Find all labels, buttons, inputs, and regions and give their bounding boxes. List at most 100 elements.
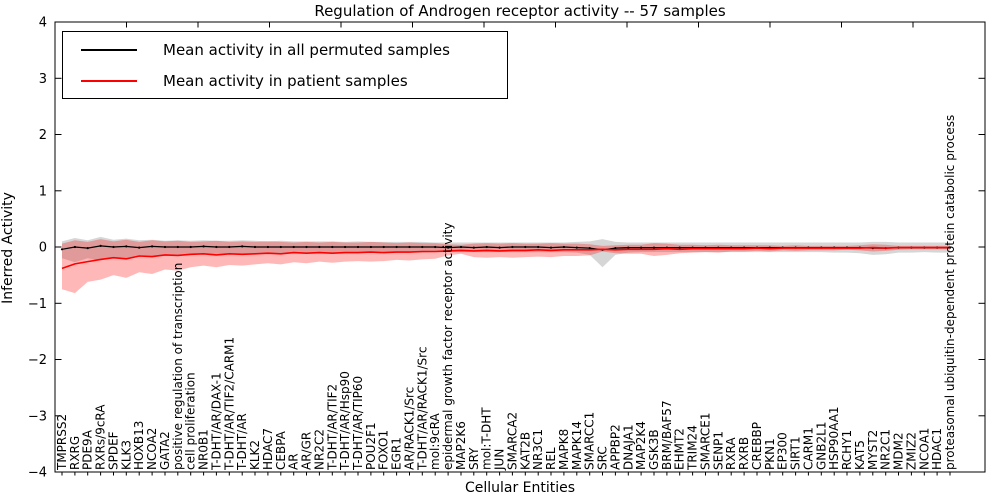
x-axis-label: RXRA	[724, 437, 738, 470]
x-axis-label: JUN	[493, 449, 507, 471]
x-axis-label: NR2C1	[879, 429, 893, 470]
chart-title: Regulation of Androgen receptor activity…	[314, 2, 726, 20]
legend-entry-permuted: Mean activity in all permuted samples	[63, 34, 507, 65]
y-axis-tick-label: −4	[28, 466, 47, 481]
x-axis-label: EHMT2	[673, 428, 687, 470]
x-axis-label: MAPK14	[570, 421, 584, 470]
legend-entry-label: Mean activity in patient samples	[163, 71, 408, 90]
x-axis-label: REL	[544, 447, 558, 470]
x-axis-label: cell proliferation	[184, 372, 198, 470]
series-marker-permuted	[614, 247, 617, 250]
x-axis-label: SPDEF	[107, 431, 121, 470]
series-marker-permuted	[524, 245, 527, 249]
series-marker-permuted	[421, 245, 424, 249]
x-axis-label: AR/GR	[300, 432, 314, 470]
x-axis-label: HSP90AA1	[827, 406, 841, 470]
x-axis-label: TRIM24	[686, 425, 700, 471]
legend-entry-patient: Mean activity in patient samples	[63, 65, 507, 96]
x-axis-label: SMARCC1	[583, 412, 597, 470]
series-marker-permuted	[549, 246, 553, 249]
y-axis-tick-label: 1	[39, 184, 47, 199]
x-axis-label: BRM/BAF57	[660, 400, 674, 470]
series-marker-permuted	[369, 245, 372, 249]
x-axis-label: NR3C1	[531, 429, 545, 470]
x-axis-label: MAP2K4	[634, 421, 648, 470]
legend-line-sample-patient	[81, 79, 137, 82]
series-marker-permuted	[151, 245, 154, 248]
x-axis-label: mol:9cRA	[428, 413, 442, 470]
series-marker-permuted	[356, 245, 360, 249]
x-axis-label: APPBP2	[608, 424, 622, 470]
x-axis-label: RCHY1	[840, 430, 854, 470]
series-marker-permuted	[344, 245, 347, 249]
series-marker-permuted	[472, 246, 475, 249]
x-axis-label: HOXB13	[132, 421, 146, 470]
x-axis-label: KAT2B	[518, 432, 532, 470]
series-marker-permuted	[485, 245, 488, 249]
x-axis-label: epidermal growth factor receptor activit…	[441, 223, 455, 470]
x-axis-label: NR0B1	[197, 429, 211, 470]
x-axis-label: SMARCE1	[699, 412, 713, 470]
series-marker-permuted	[138, 246, 141, 249]
legend-entry-label: Mean activity in all permuted samples	[163, 40, 450, 59]
x-axis-label: T-DHT/AR/DAX-1	[209, 372, 223, 471]
legend: Mean activity in all permuted samples Me…	[62, 31, 508, 99]
series-marker-permuted	[125, 245, 128, 248]
y-axis-title: Inferred Activity	[0, 192, 16, 304]
x-axis-label: mol:T-DHT	[480, 407, 494, 470]
series-marker-permuted	[86, 247, 89, 250]
x-axis-label: proteasomal ubiquitin-dependent protein …	[943, 115, 957, 470]
x-axis-label: RXRG	[68, 436, 82, 470]
series-marker-permuted	[215, 245, 218, 249]
x-axis-label: GNB2L1	[814, 422, 828, 470]
x-axis-label: ZMIZ2	[904, 432, 918, 470]
x-axis-label: KLK3	[119, 440, 133, 470]
series-marker-permuted	[678, 246, 681, 249]
series-marker-permuted	[459, 245, 463, 249]
x-axis-label: GATA2	[158, 431, 172, 470]
series-marker-permuted	[382, 245, 385, 249]
series-marker-permuted	[408, 245, 411, 249]
x-axis-label: MAPK8	[557, 429, 571, 470]
y-axis-tick-label: 3	[39, 72, 47, 87]
series-marker-permuted	[575, 246, 578, 249]
series-marker-permuted	[279, 245, 282, 249]
y-axis-tick-label: 4	[39, 16, 47, 31]
x-axis-label: T-DHT/AR/RACK1/Src	[415, 347, 429, 471]
y-axis-tick-label: −1	[28, 297, 47, 312]
x-axis-label: AR	[287, 453, 301, 470]
legend-line-sample-permuted	[81, 48, 137, 51]
y-axis-tick-label: −3	[28, 409, 47, 424]
x-axis-label: SENP1	[711, 431, 725, 470]
series-marker-permuted	[112, 245, 115, 249]
x-axis-label: PKN1	[763, 438, 777, 470]
x-axis-label: SRC	[596, 446, 610, 470]
x-axis-label: SRY	[467, 447, 481, 470]
x-axis-label: EP300	[776, 432, 790, 470]
series-marker-permuted	[562, 245, 566, 249]
x-axis-label: NR2C2	[312, 429, 326, 470]
y-axis-tick-label: −2	[28, 353, 47, 368]
series-marker-permuted	[652, 246, 656, 249]
x-axis-label: RXRs/9cRA	[94, 404, 108, 470]
series-marker-permuted	[292, 245, 295, 249]
x-axis-label: T-DHT/AR/Hsp90	[338, 371, 352, 471]
series-line-patient	[61, 246, 950, 270]
x-axis-label: HDAC1	[930, 428, 944, 470]
x-axis-label: FOXO1	[377, 430, 391, 470]
x-axis-label: TMPRSS2	[55, 414, 69, 471]
series-marker-permuted	[434, 245, 437, 249]
series-marker-permuted	[498, 246, 501, 249]
series-marker-permuted	[73, 245, 76, 249]
x-axis-label: HDAC7	[261, 428, 275, 470]
y-axis-tick-label: 2	[39, 128, 47, 143]
series-marker-permuted	[189, 245, 192, 249]
x-axis-label: T-DHT/AR/TIF2/CARM1	[222, 337, 236, 471]
x-axis-label: EGR1	[390, 437, 404, 470]
series-marker-permuted	[640, 246, 643, 249]
series-marker-permuted	[627, 246, 630, 249]
confidence-band-permuted	[62, 236, 950, 268]
x-axis-label: MDM2	[892, 432, 906, 470]
x-axis-label: RXRB	[737, 437, 751, 470]
series-marker-permuted	[253, 245, 257, 249]
